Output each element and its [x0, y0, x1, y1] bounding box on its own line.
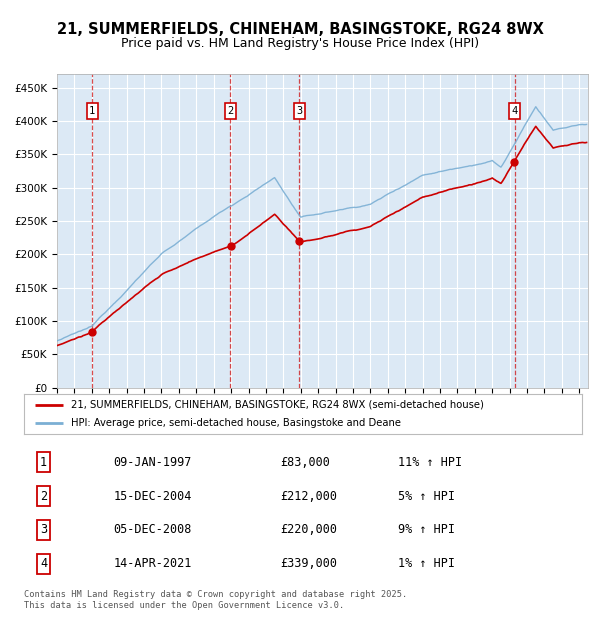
Text: 4: 4: [40, 557, 47, 570]
Text: 2: 2: [40, 490, 47, 503]
Text: 1: 1: [89, 106, 95, 116]
Text: 05-DEC-2008: 05-DEC-2008: [113, 523, 191, 536]
Text: 2: 2: [227, 106, 233, 116]
Text: 4: 4: [511, 106, 518, 116]
Text: £220,000: £220,000: [281, 523, 338, 536]
Text: Contains HM Land Registry data © Crown copyright and database right 2025.
This d: Contains HM Land Registry data © Crown c…: [24, 590, 407, 609]
Text: HPI: Average price, semi-detached house, Basingstoke and Deane: HPI: Average price, semi-detached house,…: [71, 418, 401, 428]
Text: 3: 3: [296, 106, 302, 116]
Text: 21, SUMMERFIELDS, CHINEHAM, BASINGSTOKE, RG24 8WX: 21, SUMMERFIELDS, CHINEHAM, BASINGSTOKE,…: [56, 22, 544, 37]
Text: 11% ↑ HPI: 11% ↑ HPI: [398, 456, 462, 469]
Text: 15-DEC-2004: 15-DEC-2004: [113, 490, 191, 503]
Text: 1: 1: [40, 456, 47, 469]
Text: 09-JAN-1997: 09-JAN-1997: [113, 456, 191, 469]
Text: £339,000: £339,000: [281, 557, 338, 570]
Text: 5% ↑ HPI: 5% ↑ HPI: [398, 490, 455, 503]
Text: £212,000: £212,000: [281, 490, 338, 503]
Text: 14-APR-2021: 14-APR-2021: [113, 557, 191, 570]
Text: £83,000: £83,000: [281, 456, 331, 469]
Text: 3: 3: [40, 523, 47, 536]
Text: 9% ↑ HPI: 9% ↑ HPI: [398, 523, 455, 536]
Text: Price paid vs. HM Land Registry's House Price Index (HPI): Price paid vs. HM Land Registry's House …: [121, 37, 479, 50]
Text: 1% ↑ HPI: 1% ↑ HPI: [398, 557, 455, 570]
Text: 21, SUMMERFIELDS, CHINEHAM, BASINGSTOKE, RG24 8WX (semi-detached house): 21, SUMMERFIELDS, CHINEHAM, BASINGSTOKE,…: [71, 399, 484, 410]
